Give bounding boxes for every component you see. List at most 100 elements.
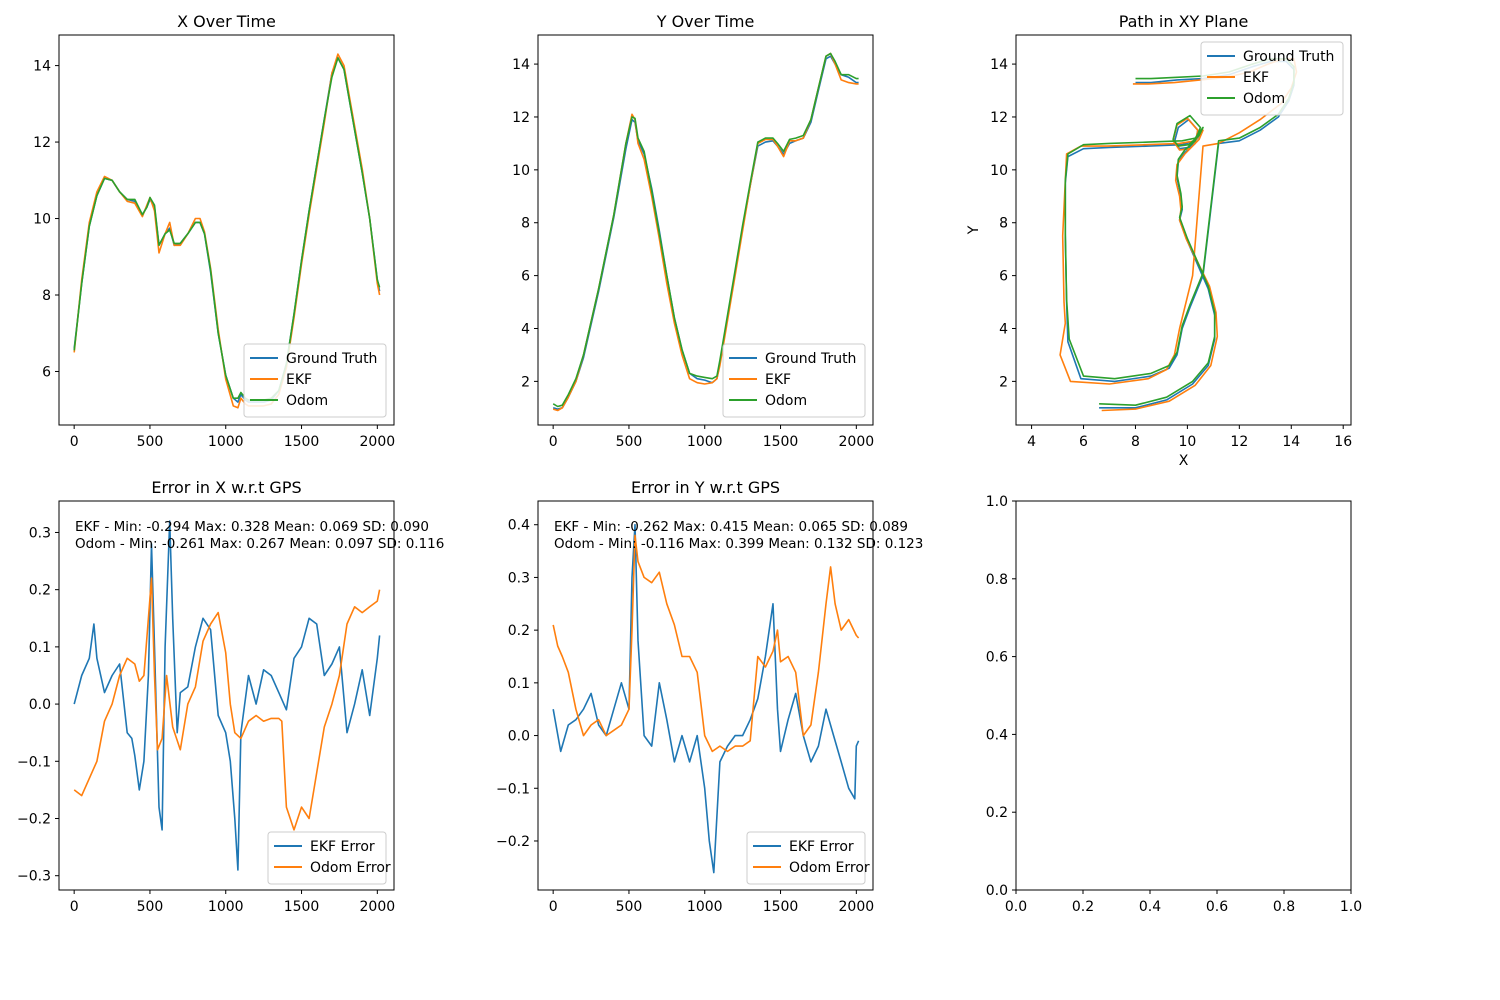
legend: Ground Truth EKF Odom <box>243 343 387 418</box>
y-tick-label: 10 <box>33 212 51 228</box>
chart-title: Error in Y w.r.t GPS <box>631 478 780 497</box>
series-line-ekf-error <box>73 520 381 871</box>
y-tick-label: 10 <box>512 163 530 179</box>
x-tick-label: 1000 <box>208 434 244 450</box>
y-tick-label: 0.8 <box>986 572 1008 588</box>
legend-label: Odom Error <box>789 860 870 876</box>
legend-box <box>1200 41 1344 116</box>
chart-title: X Over Time <box>177 12 276 31</box>
x-tick-label: 0 <box>70 899 79 915</box>
y-tick-label: 0.4 <box>986 727 1008 743</box>
chart-title: Error in X w.r.t GPS <box>151 478 301 497</box>
y-tick-label: 12 <box>990 110 1008 126</box>
chart-title: Path in XY Plane <box>1119 12 1249 31</box>
y-tick-label: 14 <box>512 57 530 73</box>
y-tick-label: 8 <box>42 288 51 304</box>
x-tick-label: 2000 <box>839 899 875 915</box>
x-tick-label: 500 <box>137 434 164 450</box>
x-tick-label: 2000 <box>360 899 396 915</box>
legend-box <box>243 343 387 418</box>
x-tick-label: 500 <box>616 434 643 450</box>
chart-error_x: 0 500 1000 1500 2000 −0.3 −0.2 −0.1 0.0 0.1 0.2 0.3… <box>17 478 444 915</box>
chart-y_over_time: 0 500 1000 1500 2000 2 4 6 8 10 12 14 Y Over Time Gro… <box>512 12 874 450</box>
y-tick-label: −0.2 <box>496 834 530 850</box>
series-line-odom <box>73 57 381 401</box>
y-tick-label: 4 <box>999 321 1008 337</box>
legend-label: Odom <box>1243 91 1285 107</box>
stats-annotation: EKF - Min: -0.294 Max: 0.328 Mean: 0.069… <box>75 519 429 535</box>
x-tick-label: 0.4 <box>1139 899 1161 915</box>
x-tick-label: 2000 <box>360 434 396 450</box>
y-tick-label: 12 <box>33 135 51 151</box>
y-tick-label: 14 <box>33 59 51 75</box>
axes-frame <box>58 500 395 891</box>
x-tick-label: 12 <box>1230 434 1248 450</box>
y-tick-label: 0.0 <box>986 883 1008 899</box>
y-tick-label: 0.1 <box>508 676 530 692</box>
y-tick-label: 0.3 <box>29 525 51 541</box>
stats-annotation: Odom - Min: -0.261 Max: 0.267 Mean: 0.09… <box>75 536 444 552</box>
y-tick-label: −0.1 <box>17 754 51 770</box>
x-tick-label: 0 <box>549 899 558 915</box>
x-tick-label: 500 <box>616 899 643 915</box>
x-tick-label: 10 <box>1178 434 1196 450</box>
x-tick-label: 1500 <box>284 899 320 915</box>
x-tick-label: 0.6 <box>1206 899 1228 915</box>
stats-annotation: EKF - Min: -0.262 Max: 0.415 Mean: 0.065… <box>554 519 908 535</box>
x-tick-label: 500 <box>137 899 164 915</box>
x-tick-label: 16 <box>1334 434 1352 450</box>
legend-label: EKF <box>765 372 791 388</box>
x-tick-label: 1000 <box>208 899 244 915</box>
axes-frame <box>537 34 874 426</box>
x-tick-label: 1500 <box>284 434 320 450</box>
y-tick-label: 14 <box>990 57 1008 73</box>
stats-annotation: Odom - Min: -0.116 Max: 0.399 Mean: 0.13… <box>554 536 923 552</box>
y-tick-label: 0.2 <box>29 583 51 599</box>
y-tick-label: 0.1 <box>29 640 51 656</box>
y-tick-label: 0.2 <box>986 805 1008 821</box>
y-tick-label: 0.0 <box>508 729 530 745</box>
legend-label: Odom <box>286 393 328 409</box>
y-tick-label: 2 <box>521 374 530 390</box>
series-line-odom-error <box>73 577 381 831</box>
x-tick-label: 6 <box>1079 434 1088 450</box>
legend-label: EKF <box>286 372 312 388</box>
legend-label: Ground Truth <box>286 351 377 367</box>
x-axis-label: X <box>1179 453 1189 469</box>
series-line-ekf <box>73 53 381 409</box>
legend-label: EKF <box>1243 70 1269 86</box>
y-tick-label: −0.2 <box>17 811 51 827</box>
x-tick-label: 0.0 <box>1005 899 1027 915</box>
y-tick-label: 0.3 <box>508 570 530 586</box>
y-tick-label: 4 <box>521 321 530 337</box>
y-tick-label: 0.4 <box>508 518 530 534</box>
x-tick-label: 0.2 <box>1072 899 1094 915</box>
x-tick-label: 0 <box>70 434 79 450</box>
legend: Ground Truth EKF Odom <box>1200 41 1344 116</box>
chart-error_y: 0 500 1000 1500 2000 −0.2 −0.1 0.0 0.1 0.2 0.3 0.4 E… <box>496 478 923 915</box>
series-line-odom <box>552 52 859 408</box>
x-tick-label: 0 <box>549 434 558 450</box>
chart-title: Y Over Time <box>656 12 755 31</box>
y-tick-label: 6 <box>521 269 530 285</box>
legend-label: Ground Truth <box>1243 49 1334 65</box>
axes-frame <box>537 500 874 891</box>
x-tick-label: 14 <box>1282 434 1300 450</box>
chart-x_over_time: 0 500 1000 1500 2000 6 8 10 12 14 X Over Time Groun… <box>33 12 395 450</box>
series-line-odom-error <box>552 534 860 753</box>
y-tick-label: −0.1 <box>496 781 530 797</box>
legend: EKF Error Odom Error <box>746 831 870 885</box>
x-tick-label: 2000 <box>839 434 875 450</box>
y-tick-label: 6 <box>42 364 51 380</box>
axes-frame <box>58 34 395 426</box>
y-tick-label: 10 <box>990 163 1008 179</box>
x-tick-label: 8 <box>1131 434 1140 450</box>
x-tick-label: 1500 <box>763 434 799 450</box>
legend: Ground Truth EKF Odom <box>722 343 866 418</box>
y-tick-label: −0.3 <box>17 869 51 885</box>
chart-path_xy: 4 6 8 10 12 14 16 2 4 6 8 10 12 14 Path in XY Plane X Y G… <box>966 12 1352 469</box>
x-tick-label: 4 <box>1027 434 1036 450</box>
legend-label: Ground Truth <box>765 351 856 367</box>
axes-frame <box>1015 500 1352 891</box>
